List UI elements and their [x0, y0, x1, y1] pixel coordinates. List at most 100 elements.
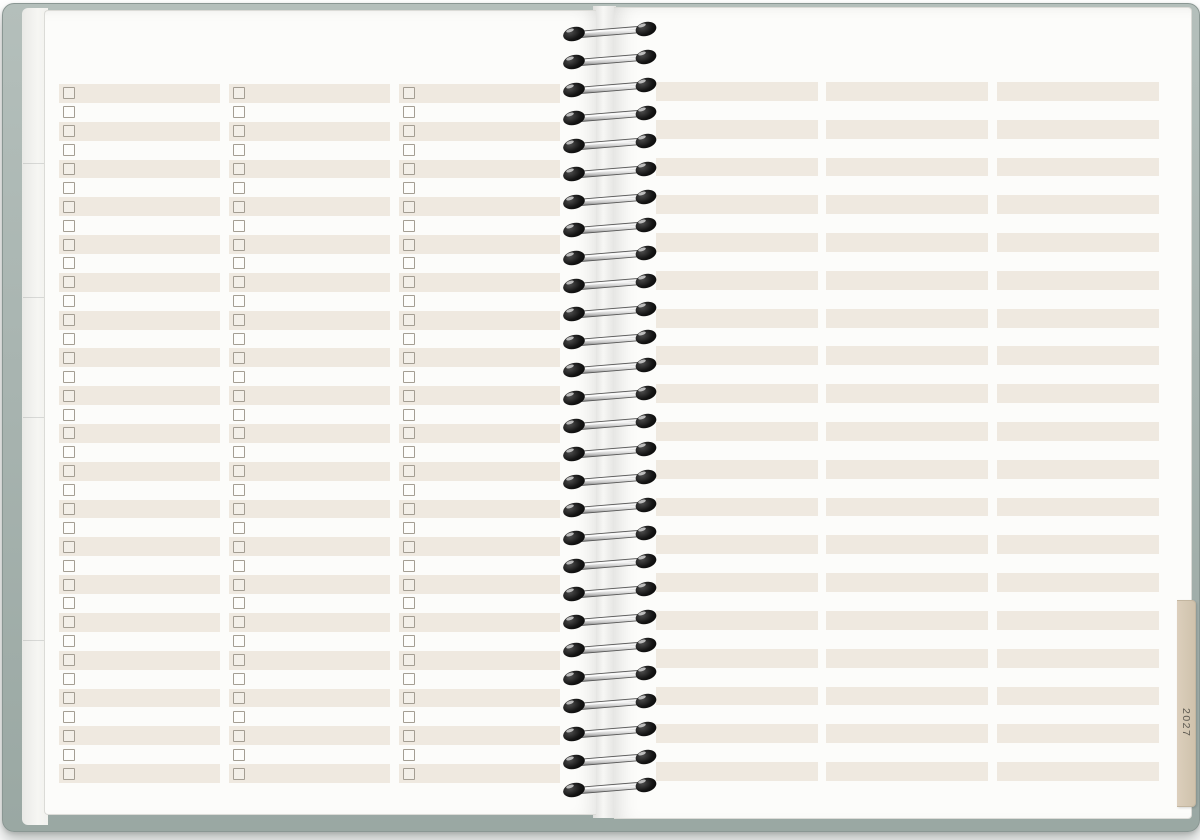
todo-checkbox[interactable]: [403, 729, 415, 742]
todo-checkbox[interactable]: [63, 389, 75, 402]
todo-checkbox[interactable]: [403, 427, 415, 440]
todo-checkbox[interactable]: [403, 654, 415, 667]
todo-checkbox[interactable]: [63, 314, 75, 327]
todo-checkbox[interactable]: [63, 465, 75, 478]
todo-checkbox[interactable]: [63, 370, 75, 383]
todo-checkbox[interactable]: [233, 163, 245, 175]
todo-checkbox[interactable]: [63, 748, 75, 761]
todo-checkbox[interactable]: [63, 654, 75, 667]
year-tab[interactable]: 2027: [1177, 600, 1196, 807]
todo-checkbox[interactable]: [233, 748, 245, 761]
todo-checkbox[interactable]: [233, 729, 245, 742]
todo-checkbox[interactable]: [233, 106, 245, 119]
todo-checkbox[interactable]: [63, 238, 75, 251]
todo-checkbox[interactable]: [403, 635, 415, 648]
todo-checkbox[interactable]: [403, 125, 415, 138]
todo-checkbox[interactable]: [63, 219, 75, 232]
todo-checkbox[interactable]: [63, 673, 75, 686]
todo-checkbox[interactable]: [63, 295, 75, 308]
todo-checkbox[interactable]: [403, 238, 415, 251]
todo-checkbox[interactable]: [233, 446, 245, 459]
todo-checkbox[interactable]: [233, 578, 245, 591]
todo-checkbox[interactable]: [403, 106, 415, 119]
todo-checkbox[interactable]: [403, 144, 415, 157]
todo-checkbox[interactable]: [403, 163, 415, 175]
todo-checkbox[interactable]: [233, 521, 245, 534]
todo-checkbox[interactable]: [403, 521, 415, 534]
todo-checkbox[interactable]: [403, 578, 415, 591]
todo-checkbox[interactable]: [63, 691, 75, 704]
todo-checkbox[interactable]: [233, 370, 245, 383]
todo-checkbox[interactable]: [233, 87, 245, 100]
todo-checkbox[interactable]: [233, 295, 245, 308]
todo-checkbox[interactable]: [63, 446, 75, 459]
todo-checkbox[interactable]: [63, 616, 75, 629]
todo-checkbox[interactable]: [403, 333, 415, 346]
todo-checkbox[interactable]: [403, 276, 415, 289]
todo-checkbox[interactable]: [233, 219, 245, 232]
todo-checkbox[interactable]: [233, 710, 245, 723]
todo-checkbox[interactable]: [63, 181, 75, 194]
todo-checkbox[interactable]: [63, 163, 75, 175]
todo-checkbox[interactable]: [63, 427, 75, 440]
todo-checkbox[interactable]: [233, 257, 245, 270]
todo-checkbox[interactable]: [63, 351, 75, 364]
todo-checkbox[interactable]: [233, 597, 245, 610]
todo-checkbox[interactable]: [403, 673, 415, 686]
todo-checkbox[interactable]: [403, 87, 415, 100]
todo-checkbox[interactable]: [233, 408, 245, 421]
todo-checkbox[interactable]: [403, 748, 415, 761]
todo-checkbox[interactable]: [63, 484, 75, 497]
todo-checkbox[interactable]: [63, 125, 75, 138]
todo-checkbox[interactable]: [233, 654, 245, 667]
todo-checkbox[interactable]: [233, 200, 245, 213]
todo-checkbox[interactable]: [403, 710, 415, 723]
todo-checkbox[interactable]: [63, 729, 75, 742]
todo-checkbox[interactable]: [403, 465, 415, 478]
todo-checkbox[interactable]: [233, 389, 245, 402]
todo-checkbox[interactable]: [63, 597, 75, 610]
todo-checkbox[interactable]: [63, 559, 75, 572]
todo-checkbox[interactable]: [233, 125, 245, 138]
todo-checkbox[interactable]: [403, 597, 415, 610]
todo-checkbox[interactable]: [233, 465, 245, 478]
todo-checkbox[interactable]: [403, 219, 415, 232]
todo-checkbox[interactable]: [63, 767, 75, 780]
todo-checkbox[interactable]: [233, 484, 245, 497]
todo-checkbox[interactable]: [233, 673, 245, 686]
todo-checkbox[interactable]: [63, 276, 75, 289]
todo-checkbox[interactable]: [63, 503, 75, 516]
todo-checkbox[interactable]: [63, 257, 75, 270]
todo-checkbox[interactable]: [403, 257, 415, 270]
todo-checkbox[interactable]: [403, 389, 415, 402]
todo-checkbox[interactable]: [403, 540, 415, 553]
todo-checkbox[interactable]: [63, 200, 75, 213]
todo-checkbox[interactable]: [233, 635, 245, 648]
todo-checkbox[interactable]: [233, 427, 245, 440]
todo-checkbox[interactable]: [403, 181, 415, 194]
todo-checkbox[interactable]: [233, 616, 245, 629]
todo-checkbox[interactable]: [63, 540, 75, 553]
todo-checkbox[interactable]: [403, 616, 415, 629]
todo-checkbox[interactable]: [233, 691, 245, 704]
todo-checkbox[interactable]: [233, 540, 245, 553]
todo-checkbox[interactable]: [63, 87, 75, 100]
todo-checkbox[interactable]: [403, 503, 415, 516]
todo-checkbox[interactable]: [63, 710, 75, 723]
todo-checkbox[interactable]: [233, 503, 245, 516]
todo-checkbox[interactable]: [63, 521, 75, 534]
todo-checkbox[interactable]: [63, 333, 75, 346]
todo-checkbox[interactable]: [63, 106, 75, 119]
todo-checkbox[interactable]: [403, 295, 415, 308]
todo-checkbox[interactable]: [403, 767, 415, 780]
todo-checkbox[interactable]: [233, 238, 245, 251]
todo-checkbox[interactable]: [403, 314, 415, 327]
todo-checkbox[interactable]: [403, 559, 415, 572]
todo-checkbox[interactable]: [403, 408, 415, 421]
todo-checkbox[interactable]: [233, 181, 245, 194]
todo-checkbox[interactable]: [233, 144, 245, 157]
todo-checkbox[interactable]: [63, 408, 75, 421]
todo-checkbox[interactable]: [63, 635, 75, 648]
todo-checkbox[interactable]: [63, 578, 75, 591]
todo-checkbox[interactable]: [403, 446, 415, 459]
